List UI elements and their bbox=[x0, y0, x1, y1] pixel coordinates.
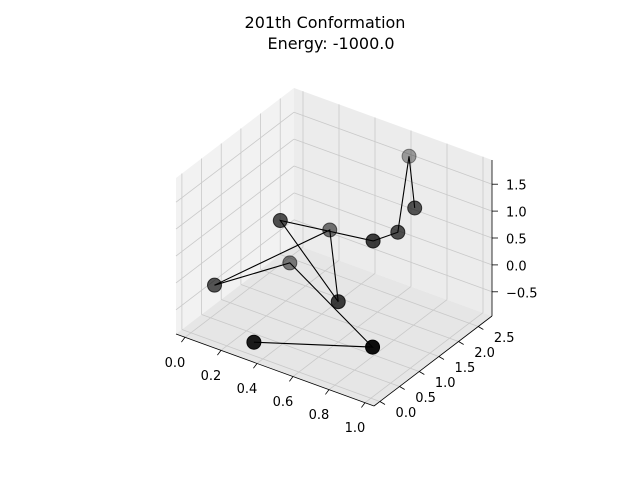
y-tick-label: 2.0 bbox=[474, 346, 495, 361]
z-tick-label: 0.5 bbox=[506, 233, 527, 248]
x-axis-line bbox=[175, 333, 375, 407]
data-point bbox=[272, 213, 288, 229]
gridline-x-floor bbox=[364, 312, 484, 404]
data-point bbox=[365, 233, 381, 249]
gridline-y-floor bbox=[221, 299, 420, 372]
data-point bbox=[322, 222, 338, 238]
z-tick-label: 0.0 bbox=[506, 259, 527, 274]
chart-title: 201th Conformation bbox=[245, 13, 406, 32]
gridline-x-floor bbox=[328, 299, 448, 390]
gridline-z-left bbox=[175, 192, 295, 284]
y-axis-line bbox=[373, 315, 493, 407]
y-tick-label: 1.5 bbox=[455, 361, 476, 376]
x-tick-mark bbox=[181, 337, 186, 343]
x-tick-label: 0.8 bbox=[309, 408, 330, 423]
data-point bbox=[282, 255, 298, 271]
y-tick-mark bbox=[379, 401, 386, 405]
y-tick-mark bbox=[458, 341, 464, 345]
axis-ticks: 0.00.20.40.60.81.00.00.51.01.52.02.5−0.5… bbox=[165, 179, 538, 437]
y-tick-label: 2.5 bbox=[494, 331, 515, 346]
x-tick-mark bbox=[289, 376, 294, 382]
z-tick-label: −0.5 bbox=[506, 286, 538, 301]
x-tick-label: 0.6 bbox=[273, 395, 294, 410]
gridline-z-left bbox=[175, 111, 295, 203]
gridline-y-floor bbox=[240, 284, 440, 357]
gridline-y-floor bbox=[181, 329, 381, 402]
pane-floor bbox=[176, 244, 492, 406]
z-tick-label: 1.5 bbox=[506, 179, 527, 194]
x-tick-label: 0.0 bbox=[165, 356, 186, 371]
x-tick-mark bbox=[325, 389, 330, 395]
series-markers bbox=[207, 148, 423, 355]
gridline-z-back bbox=[293, 111, 493, 185]
data-point bbox=[401, 148, 417, 164]
data-point bbox=[330, 294, 346, 310]
gridline-z-back bbox=[293, 138, 493, 212]
gridline-z-left bbox=[175, 219, 295, 311]
gridline-z-left bbox=[175, 138, 295, 230]
x-tick-label: 0.2 bbox=[201, 369, 222, 384]
x-tick-mark bbox=[217, 350, 222, 356]
data-point bbox=[365, 339, 381, 355]
y-tick-mark bbox=[438, 356, 445, 360]
y-tick-label: 0.0 bbox=[396, 406, 417, 421]
gridline-z-back bbox=[293, 165, 493, 239]
data-point bbox=[407, 200, 423, 216]
y-tick-mark bbox=[399, 386, 405, 390]
data-point bbox=[207, 277, 222, 293]
y-tick-mark bbox=[419, 371, 425, 375]
x-tick-mark bbox=[253, 363, 258, 369]
chart-subtitle: Energy: -1000.0 bbox=[267, 34, 394, 53]
y-tick-mark bbox=[478, 326, 484, 330]
z-tick-label: 1.0 bbox=[506, 206, 527, 221]
gridline-y-floor bbox=[201, 314, 400, 387]
x-tick-mark bbox=[361, 402, 366, 408]
gridline-x-floor bbox=[256, 273, 376, 364]
data-point bbox=[246, 334, 262, 350]
y-tick-label: 0.5 bbox=[415, 391, 436, 406]
data-point bbox=[390, 224, 406, 240]
x-tick-label: 0.4 bbox=[237, 382, 258, 397]
x-tick-label: 1.0 bbox=[345, 421, 366, 436]
gridline-y-floor bbox=[260, 269, 459, 342]
gridline-z-left bbox=[175, 165, 295, 257]
y-tick-label: 1.0 bbox=[435, 376, 456, 391]
gridline-x-floor bbox=[292, 286, 412, 377]
